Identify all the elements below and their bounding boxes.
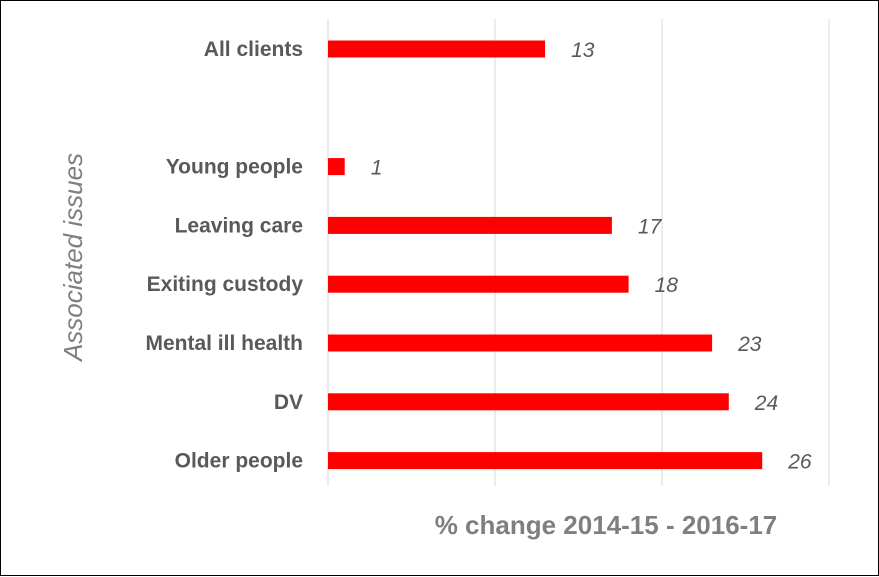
bar (328, 334, 713, 352)
bar (328, 452, 763, 470)
y-axis-title: Associated issues (58, 153, 88, 363)
data-label: 26 (787, 451, 812, 474)
category-label: Young people (166, 156, 303, 179)
bar (328, 216, 612, 234)
bar (328, 158, 345, 176)
gridlines (327, 19, 830, 486)
x-axis-title: % change 2014-15 - 2016-17 (435, 510, 778, 540)
data-label: 24 (754, 392, 778, 415)
bar (328, 393, 729, 411)
category-label: All clients (204, 38, 303, 61)
data-label: 17 (638, 215, 663, 238)
data-label: 1 (371, 157, 383, 180)
bars (328, 40, 763, 470)
category-label: Leaving care (175, 214, 303, 237)
bar (328, 40, 546, 58)
category-label: Mental ill health (145, 332, 303, 355)
data-label: 18 (655, 274, 679, 297)
category-label: DV (274, 391, 303, 414)
data-label: 13 (571, 39, 595, 62)
data-label: 23 (737, 333, 762, 356)
category-label: Exiting custody (147, 273, 304, 296)
bar (328, 275, 629, 293)
category-label: Older people (175, 450, 303, 473)
data-labels: 13 1 17 18 23 24 26 (371, 39, 812, 474)
category-labels: All clients Young people Leaving care Exiti… (145, 38, 303, 473)
